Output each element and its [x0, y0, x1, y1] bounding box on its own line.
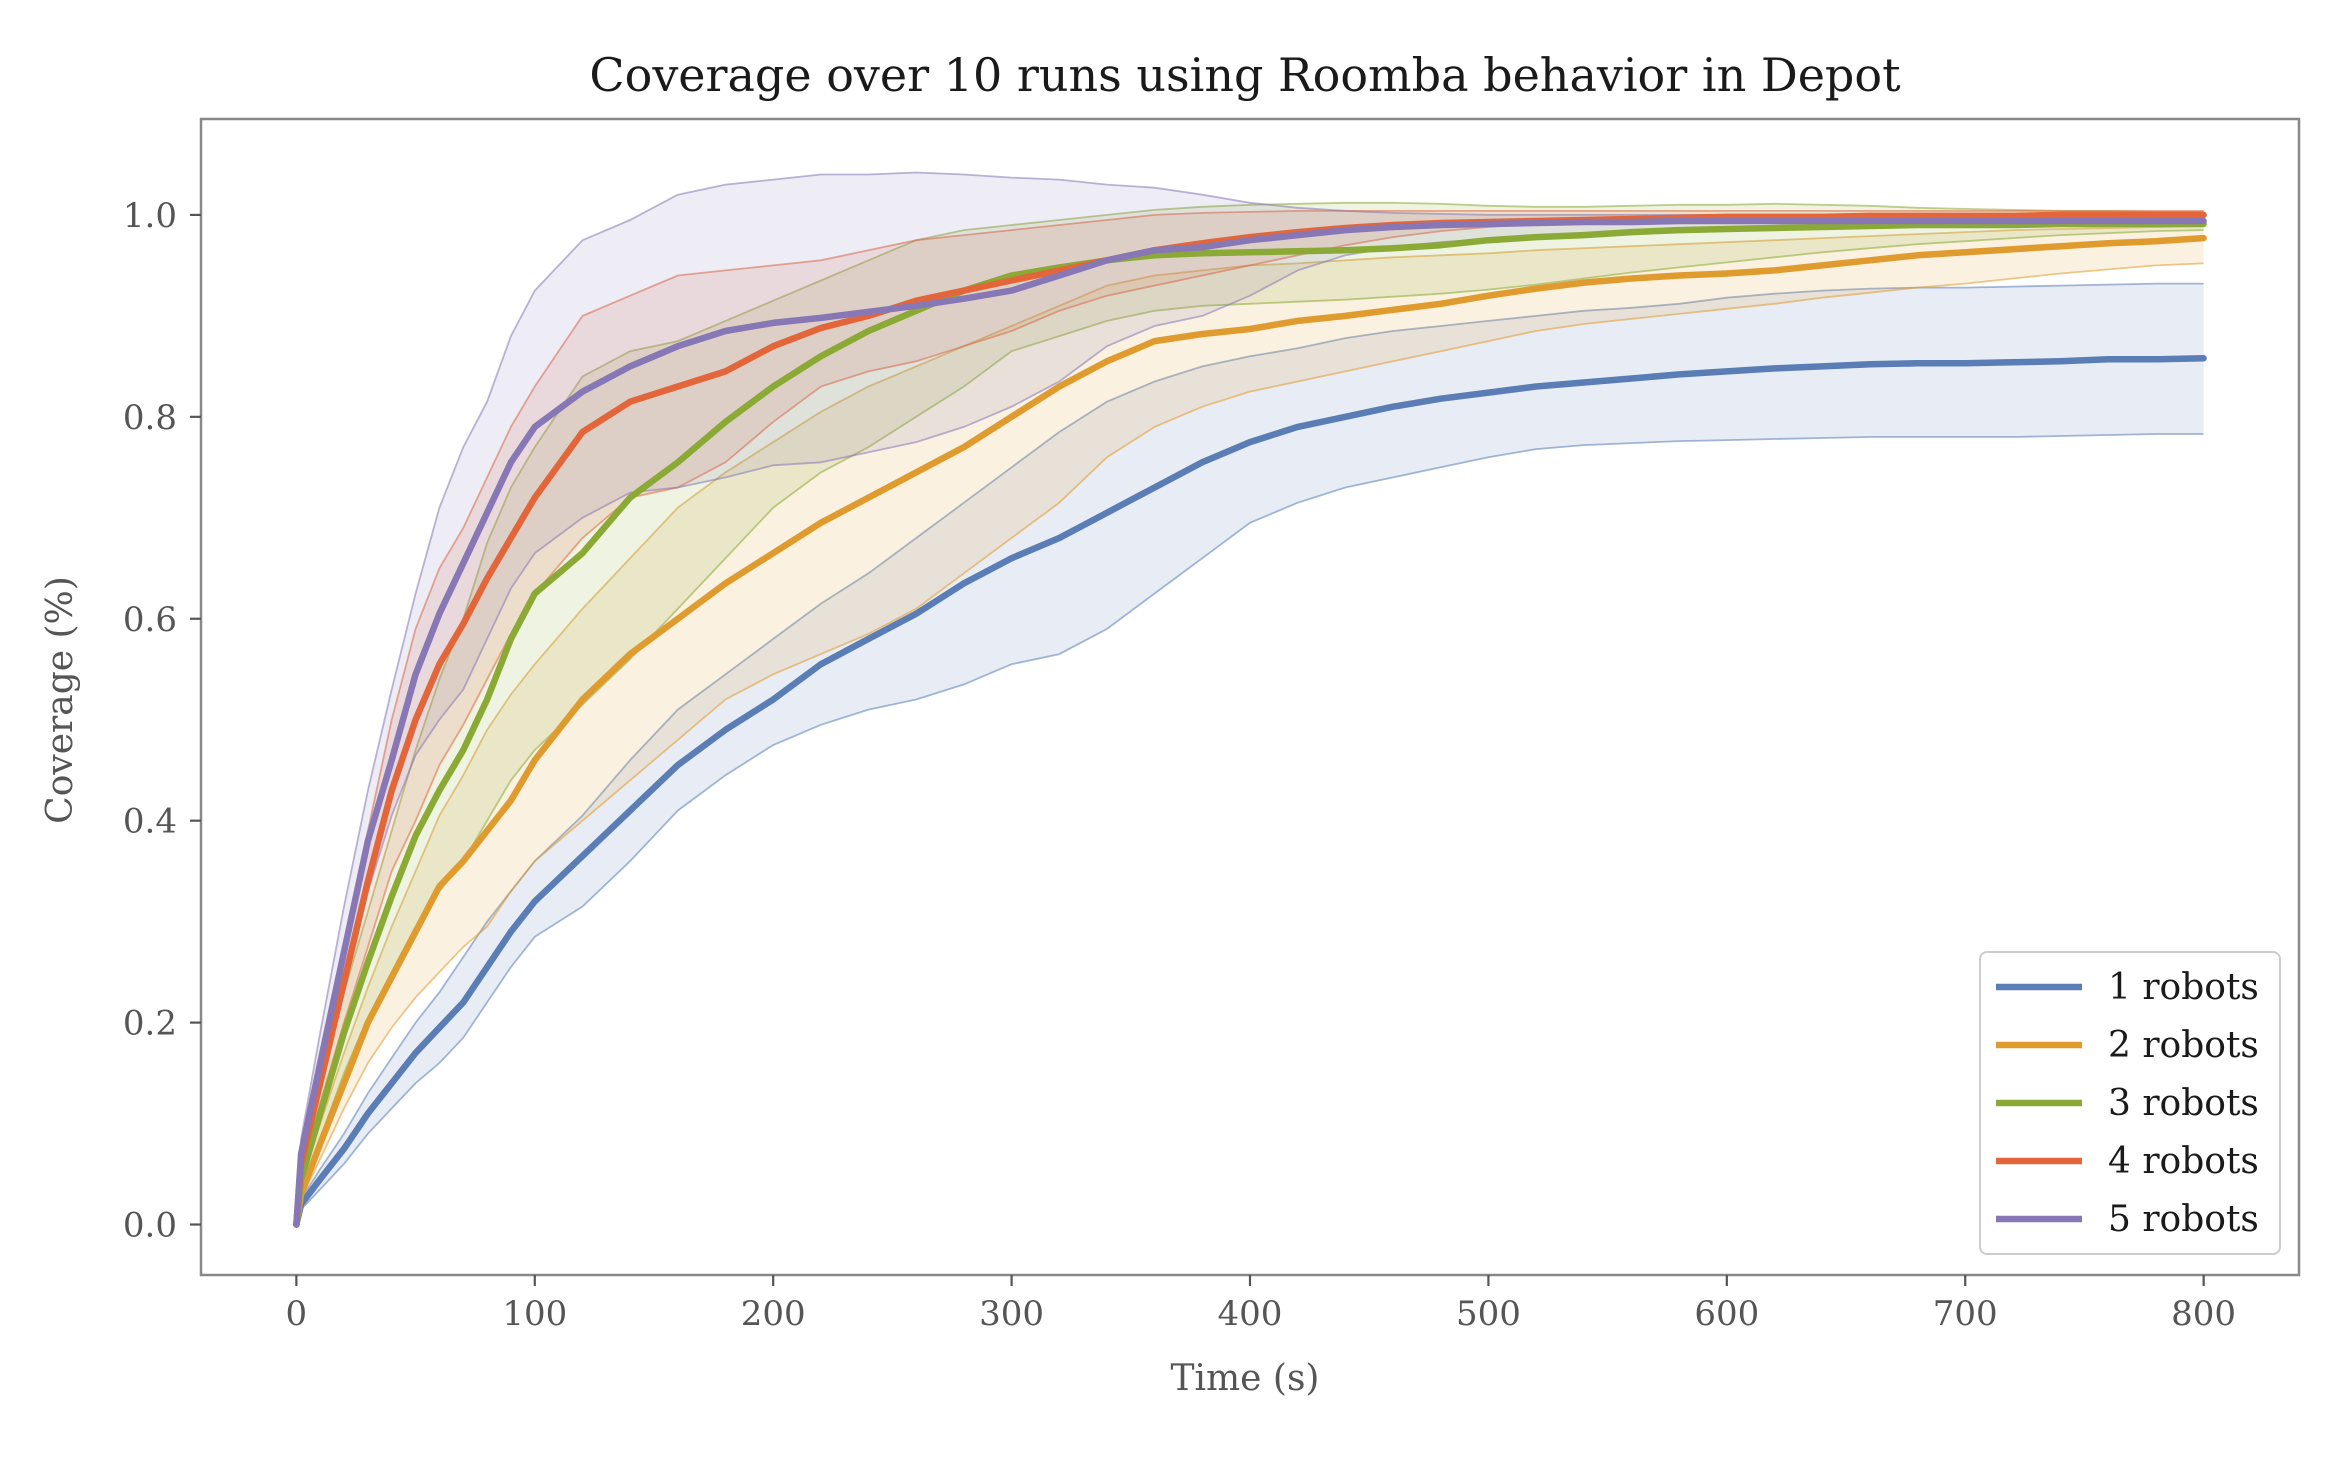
chart-title: Coverage over 10 runs using Roomba behav… — [589, 48, 1901, 102]
band-3-robots — [296, 202, 2204, 1225]
x-tick-label: 600 — [1694, 1294, 1759, 1334]
series-lines — [293, 211, 2207, 1228]
y-tick-label: 1.0 — [123, 196, 177, 236]
legend-label-2-robots: 2 robots — [2108, 1025, 2259, 1066]
y-axis-label: Coverage (%) — [40, 576, 81, 824]
band-1-robots — [296, 283, 2204, 1225]
x-tick-label: 700 — [1933, 1294, 1998, 1334]
band-upper-edge-2-robots — [295, 225, 2204, 1225]
x-tick-label: 0 — [286, 1294, 308, 1334]
series-line-5-robots — [293, 217, 2207, 1228]
y-tick-label: 0.4 — [123, 802, 177, 842]
legend: 1 robots 2 robots 3 robots 4 robots 5 robots — [1979, 951, 2281, 1255]
legend-box — [1979, 951, 2281, 1255]
x-axis-label: Time (s) — [1171, 1358, 1320, 1399]
y-tick-label: 0.2 — [123, 1004, 177, 1044]
band-upper-edge-1-robots — [295, 282, 2204, 1225]
y-tick-label: 0.0 — [123, 1206, 177, 1246]
x-tick-label: 800 — [2171, 1294, 2236, 1334]
x-tick-label: 100 — [502, 1294, 567, 1334]
band-lower-edge-2-robots — [295, 262, 2204, 1225]
x-tick-label: 500 — [1456, 1294, 1521, 1334]
band-5-robots — [296, 172, 2204, 1225]
band-2-robots — [296, 226, 2204, 1225]
legend-label-3-robots: 3 robots — [2108, 1083, 2259, 1124]
x-tick-label: 300 — [979, 1294, 1044, 1334]
band-upper-edge-4-robots — [295, 210, 2204, 1225]
band-lower-edge-1-robots — [295, 433, 2204, 1225]
y-axis: 0.0 0.2 0.4 0.6 0.8 1.0 — [123, 196, 201, 1246]
series-line-2-robots — [293, 234, 2207, 1228]
x-tick-label: 400 — [1218, 1294, 1283, 1334]
x-tick-label: 200 — [741, 1294, 806, 1334]
series-line-1-robots — [293, 355, 2207, 1228]
legend-label-1-robots: 1 robots — [2108, 967, 2259, 1008]
x-axis: 0 100 200 300 400 500 600 700 800 — [286, 1275, 2236, 1334]
confidence-bands — [295, 171, 2204, 1225]
legend-label-4-robots: 4 robots — [2108, 1141, 2259, 1182]
y-tick-label: 0.8 — [123, 398, 177, 438]
legend-label-5-robots: 5 robots — [2108, 1199, 2259, 1240]
y-tick-label: 0.6 — [123, 600, 177, 640]
